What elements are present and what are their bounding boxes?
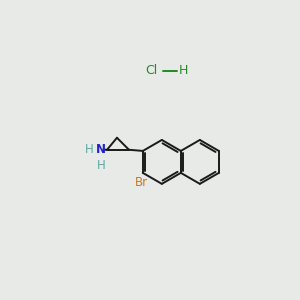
Text: N: N xyxy=(96,143,106,156)
Text: H: H xyxy=(85,143,93,156)
Text: Cl: Cl xyxy=(145,64,158,77)
Text: H: H xyxy=(179,64,188,77)
Text: Br: Br xyxy=(135,176,148,189)
Text: H: H xyxy=(97,159,106,172)
